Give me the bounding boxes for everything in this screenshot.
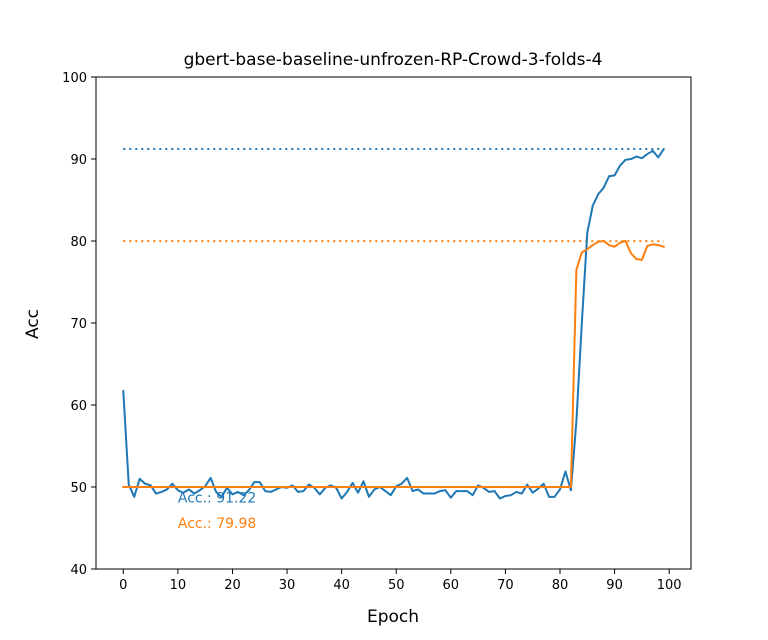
x-tick-label: 10 (170, 578, 187, 593)
x-tick-label: 70 (497, 578, 514, 593)
y-tick-label: 100 (62, 71, 87, 86)
x-tick-label: 30 (279, 578, 296, 593)
y-axis-label: Acc (23, 309, 43, 339)
x-tick-label: 50 (388, 578, 405, 593)
x-tick-label: 20 (224, 578, 241, 593)
series-line-1 (122, 147, 666, 500)
y-tick-label: 60 (70, 399, 87, 414)
x-tick-label: 100 (657, 578, 682, 593)
axes: 0 10 20 30 40 50 60 70 80 90 100 40 50 60 70 80 90 100 (62, 71, 692, 593)
y-tick-label: 40 (70, 563, 87, 578)
x-tick-label: 0 (119, 578, 127, 593)
series-line-2 (122, 240, 665, 488)
plot-area: Acc.: 91.22 Acc.: 79.98 (122, 147, 666, 532)
y-tick-label: 50 (70, 481, 87, 496)
y-tick-label: 90 (70, 153, 87, 168)
chart-title: gbert-base-baseline-unfrozen-RP-Crowd-3-… (184, 50, 603, 70)
y-tick-label: 70 (70, 317, 87, 332)
x-axis-label: Epoch (367, 607, 419, 627)
x-tick-label: 40 (333, 578, 350, 593)
x-tick-label: 90 (606, 578, 623, 593)
annotation-2: Acc.: 79.98 (178, 516, 256, 532)
y-tick-label: 80 (70, 235, 87, 250)
x-tick-label: 80 (552, 578, 569, 593)
x-tick-label: 60 (443, 578, 460, 593)
annotation-1: Acc.: 91.22 (178, 491, 256, 507)
